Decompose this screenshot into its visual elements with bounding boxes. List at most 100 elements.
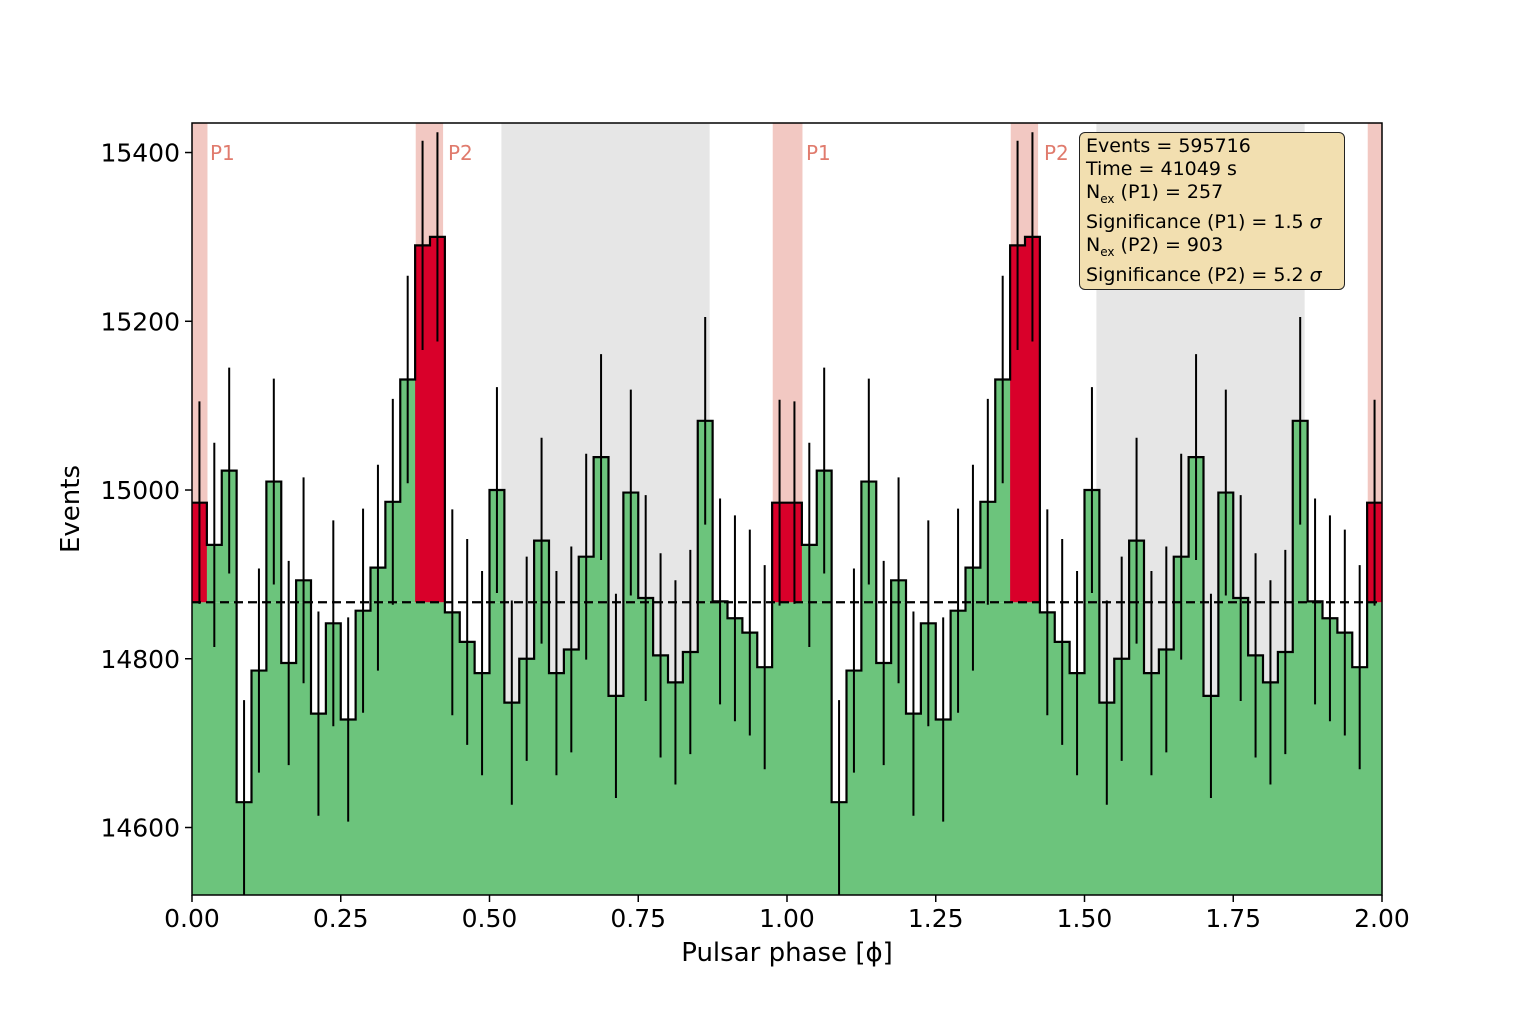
histogram-bar	[1352, 667, 1368, 895]
histogram-outline	[192, 235, 1382, 804]
histogram-bar	[221, 602, 238, 895]
histogram-bar	[400, 602, 416, 895]
histogram-bar	[965, 602, 981, 895]
histogram-bar	[519, 658, 535, 895]
histogram-bar	[534, 602, 550, 895]
histogram-bar	[1084, 602, 1100, 895]
excess-bar	[400, 379, 416, 603]
histogram-bar	[1263, 682, 1279, 895]
histogram-bar	[787, 602, 803, 895]
histogram-bar	[1188, 602, 1205, 895]
region-label-p1: P1	[210, 141, 235, 165]
histogram-bar	[1069, 673, 1086, 895]
histogram-bar	[1010, 602, 1026, 895]
histogram-bar	[772, 602, 788, 895]
histogram-bar	[1039, 612, 1056, 895]
excess-bar	[995, 379, 1011, 603]
histogram-bar	[1337, 632, 1353, 895]
histogram-bar	[920, 623, 937, 895]
histogram-bar	[192, 602, 208, 895]
histogram-bar	[1322, 618, 1338, 895]
histogram-bar	[757, 667, 773, 895]
x-axis-title: Pulsar phase [ϕ]	[681, 938, 893, 968]
histogram-bar	[266, 602, 282, 895]
histogram-bar	[444, 612, 461, 895]
histogram-bar	[816, 602, 833, 895]
y-tick-label: 14600	[100, 814, 180, 843]
signal-excess-bar	[1025, 236, 1041, 603]
histogram-bar	[459, 641, 476, 895]
histogram-bar	[415, 602, 431, 895]
histogram-bar	[876, 662, 892, 895]
histogram-bar	[1367, 602, 1383, 895]
histogram-bar	[861, 602, 877, 895]
stats-legend: Events = 595716 Time = 41049 s Nex (P1) …	[1079, 132, 1345, 290]
y-tick-label: 15400	[100, 139, 180, 168]
x-tick-label: 1.25	[908, 904, 964, 933]
histogram-bar	[1129, 602, 1145, 895]
histogram-bars	[192, 236, 1383, 895]
signal-excess-bar	[430, 236, 446, 603]
x-tick-label: 1.00	[759, 904, 815, 933]
stats-significance-p1: Significance (P1) = 1.5 σ	[1086, 210, 1322, 233]
histogram-bar	[1307, 602, 1324, 895]
y-tick-label: 15200	[100, 307, 180, 336]
histogram-bar	[281, 662, 297, 895]
x-tick-label: 0.75	[610, 904, 666, 933]
histogram-bar	[578, 602, 595, 895]
histogram-bar	[1173, 602, 1190, 895]
signal-excess-bar	[1010, 245, 1026, 603]
histogram-bar	[296, 602, 312, 895]
histogram-bar	[1233, 602, 1249, 895]
histogram-bar	[1158, 649, 1175, 895]
histogram-bar	[668, 682, 684, 895]
histogram-bar	[653, 655, 669, 895]
histogram-bar	[1248, 655, 1264, 895]
signal-excess-bar	[415, 245, 431, 603]
histogram-bar	[1144, 673, 1160, 895]
histogram-bar	[1292, 602, 1309, 895]
stats-nex-p2: Nex (P2) = 903	[1086, 233, 1224, 259]
histogram-bar	[1218, 602, 1234, 895]
histogram-bar	[697, 602, 714, 895]
histogram-bar	[206, 602, 223, 895]
histogram-bar	[727, 618, 743, 895]
x-tick-label: 0.00	[164, 904, 220, 933]
x-tick-label: 0.50	[462, 904, 518, 933]
y-tick-label: 14800	[100, 645, 180, 674]
histogram-bar	[801, 602, 818, 895]
x-tick-label: 0.25	[313, 904, 369, 933]
y-tick-label: 15000	[100, 476, 180, 505]
histogram-bar	[950, 610, 967, 895]
stats-significance-p2: Significance (P2) = 5.2 σ	[1086, 263, 1322, 286]
x-tick-label: 2.00	[1354, 904, 1410, 933]
histogram-bar	[370, 602, 386, 895]
region-label-p1: P1	[806, 141, 831, 165]
histogram-bar	[891, 602, 907, 895]
histogram-bar	[1114, 658, 1130, 895]
histogram-bar	[385, 602, 401, 895]
axis-ticks: 0.00 0.25 0.50 0.75 1.00 1.25 1.50 1.75 2.00 1460…	[100, 139, 1409, 933]
histogram-bar	[251, 670, 267, 895]
histogram-bar	[355, 610, 372, 895]
region-label-p2: P2	[1044, 141, 1069, 165]
histogram-bar	[638, 602, 654, 895]
histogram-bar	[1025, 602, 1041, 895]
histogram-bar	[489, 602, 505, 895]
stats-events: Events = 595716	[1086, 135, 1251, 157]
histogram-bar	[682, 652, 699, 895]
error-bars	[198, 132, 1376, 895]
histogram-bar	[995, 602, 1011, 895]
x-tick-label: 1.50	[1057, 904, 1113, 933]
histogram-bar	[1277, 652, 1294, 895]
histogram-bar	[623, 602, 639, 895]
histogram-bar	[712, 602, 729, 895]
region-label-p2: P2	[448, 141, 473, 165]
histogram-bar	[325, 623, 342, 895]
histogram-bar	[846, 670, 862, 895]
x-tick-label: 1.75	[1205, 904, 1261, 933]
histogram-step-line	[192, 235, 1382, 804]
histogram-bar	[474, 673, 491, 895]
stats-time: Time = 41049 s	[1086, 158, 1237, 180]
histogram-bar	[563, 649, 580, 895]
